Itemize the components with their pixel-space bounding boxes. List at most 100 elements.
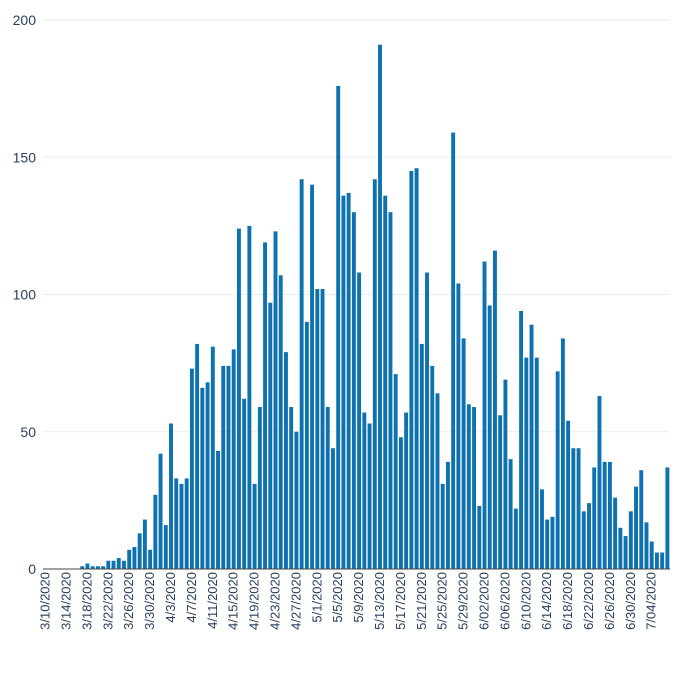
bar	[310, 184, 315, 569]
x-tick-label: 5/17/2020	[393, 572, 408, 630]
x-tick-label: 3/10/2020	[38, 572, 53, 630]
x-tick-label: 6/22/2020	[581, 572, 596, 630]
bar	[545, 519, 550, 569]
bar	[628, 511, 633, 569]
bar	[304, 321, 309, 569]
bar	[430, 365, 435, 569]
y-tick-label: 150	[13, 149, 37, 165]
bar	[169, 423, 173, 569]
bar	[174, 478, 179, 569]
bars	[80, 44, 670, 570]
x-tick-label: 5/25/2020	[435, 572, 450, 630]
bar	[383, 195, 388, 569]
x-tick-label: 3/18/2020	[79, 572, 94, 630]
bar	[289, 407, 294, 569]
bar	[242, 398, 247, 569]
x-tick-label: 4/23/2020	[268, 572, 283, 630]
bar	[607, 461, 612, 569]
x-tick-label: 5/29/2020	[456, 572, 471, 630]
bar	[487, 305, 492, 569]
bar	[205, 382, 210, 569]
y-tick-label: 0	[28, 561, 36, 577]
bar	[210, 346, 215, 569]
bar	[482, 261, 487, 569]
bar	[137, 533, 142, 569]
x-tick-label: 3/14/2020	[59, 572, 74, 630]
bar	[95, 566, 100, 569]
x-tick-label: 6/14/2020	[539, 572, 554, 630]
bar	[351, 212, 356, 569]
bar	[231, 349, 236, 569]
bar	[540, 489, 544, 569]
y-tick-label: 200	[13, 12, 37, 28]
bar	[388, 212, 393, 569]
bar	[597, 396, 602, 569]
bar	[284, 352, 288, 569]
bar	[263, 242, 268, 569]
bar	[122, 560, 126, 569]
bar	[560, 338, 565, 569]
x-tick-label: 5/1/2020	[309, 572, 324, 623]
y-axis: 0 50 100 150 200	[13, 12, 37, 577]
bar	[336, 85, 341, 569]
bar	[440, 483, 445, 569]
bar	[503, 379, 508, 569]
bar	[372, 179, 377, 569]
bar	[85, 563, 90, 569]
bar	[346, 192, 351, 569]
bar	[362, 412, 367, 569]
bar	[320, 289, 325, 569]
bar	[236, 228, 241, 569]
x-tick-label: 6/02/2020	[477, 572, 492, 630]
bar	[618, 527, 623, 569]
gridlines	[43, 19, 670, 433]
bar	[493, 250, 497, 569]
bar	[571, 448, 576, 569]
bar	[425, 272, 429, 569]
bar	[111, 560, 116, 569]
bar	[189, 368, 194, 569]
bar	[116, 558, 121, 569]
bar	[195, 343, 200, 569]
bar	[461, 338, 466, 569]
bar	[148, 549, 153, 569]
x-tick-label: 3/26/2020	[121, 572, 136, 630]
bar	[101, 566, 106, 569]
bar	[498, 415, 503, 569]
bar	[90, 566, 95, 569]
bar	[613, 497, 618, 569]
bar	[367, 423, 372, 569]
bar	[404, 412, 409, 569]
x-tick-label: 4/15/2020	[226, 572, 241, 630]
bar	[299, 179, 304, 569]
bar	[163, 525, 168, 569]
bar	[80, 566, 85, 569]
x-tick-label: 5/13/2020	[372, 572, 387, 630]
bar	[472, 407, 477, 569]
bar	[378, 44, 382, 569]
bar	[602, 461, 607, 569]
bar	[634, 486, 638, 569]
bar	[660, 552, 665, 569]
bar	[566, 420, 571, 569]
bar	[179, 483, 184, 569]
y-tick-label: 50	[20, 424, 36, 440]
bar	[153, 494, 158, 569]
bar	[445, 461, 450, 569]
bar	[435, 393, 440, 569]
bar	[623, 536, 628, 569]
x-tick-label: 4/19/2020	[247, 572, 262, 630]
bar	[184, 478, 189, 569]
x-tick-label: 6/26/2020	[602, 572, 617, 630]
bar	[451, 132, 456, 570]
bar	[649, 541, 654, 569]
bar	[581, 511, 586, 569]
bar	[398, 437, 403, 569]
bar	[519, 310, 524, 569]
bar	[132, 547, 137, 569]
bar	[587, 503, 591, 569]
bar	[644, 522, 649, 569]
x-tick-label: 6/30/2020	[623, 572, 638, 630]
bar	[550, 516, 555, 569]
bar	[576, 448, 581, 569]
